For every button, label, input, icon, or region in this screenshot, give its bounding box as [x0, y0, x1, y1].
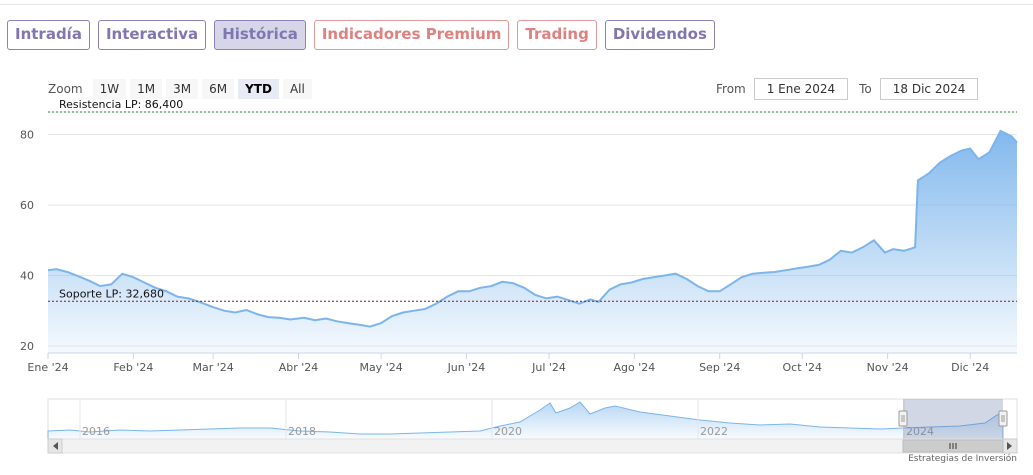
zoom-1w-button[interactable]: 1W — [92, 79, 127, 99]
x-tick-label: Nov '24 — [867, 361, 909, 374]
zoom-3m-button[interactable]: 3M — [166, 79, 199, 99]
y-tick-label: 20 — [20, 340, 34, 353]
x-tick-label: Mar '24 — [193, 361, 234, 374]
price-line — [47, 129, 1018, 328]
navigator-year-label: 2016 — [82, 425, 110, 438]
tab-indicadores-premium[interactable]: Indicadores Premium — [313, 20, 510, 50]
x-tick-label: Jul '24 — [531, 361, 566, 374]
navigator-series — [47, 401, 1004, 440]
navigator-year-label: 2018 — [288, 425, 316, 438]
x-tick-label: Ene '24 — [27, 361, 68, 374]
x-axis-labels: Ene '24 Feb '24 Mar '24 Abr '24 May '24 Jun '… — [27, 361, 989, 374]
tab-dividendos[interactable]: Dividendos — [604, 20, 715, 50]
x-tick-label: Sep '24 — [699, 361, 740, 374]
date-range-inputs: From 1 Ene 2024 To 18 Dic 2024 — [716, 78, 979, 100]
x-tick-label: Abr '24 — [279, 361, 319, 374]
y-tick-label: 60 — [20, 199, 34, 212]
price-area — [48, 131, 1017, 353]
navigator-selected-range[interactable] — [903, 399, 1003, 439]
y-tick-label: 80 — [20, 129, 34, 142]
x-tick-label: May '24 — [359, 361, 402, 374]
chart-tabs: Intradía Interactiva Histórica Indicador… — [7, 20, 715, 50]
x-tick-label: Oct '24 — [783, 361, 823, 374]
zoom-6m-button[interactable]: 6M — [202, 79, 235, 99]
chart-credit[interactable]: Estrategias de Inversión — [908, 454, 1017, 464]
navigator-right-handle[interactable] — [998, 410, 1008, 427]
x-axis-ticks — [47, 353, 971, 359]
from-label: From — [716, 82, 746, 96]
y-axis-labels: 20 40 60 80 — [20, 129, 34, 353]
from-date-input[interactable]: 1 Ene 2024 — [753, 78, 849, 100]
scrollbar[interactable] — [47, 438, 1018, 454]
x-tick-label: Jun '24 — [447, 361, 486, 374]
zoom-all-button[interactable]: All — [282, 79, 312, 99]
resistance-label: Resistencia LP: 86,400 — [59, 98, 183, 111]
tab-historica[interactable]: Histórica — [214, 20, 306, 50]
arrow-right-icon — [1007, 442, 1012, 450]
tab-interactiva[interactable]: Interactiva — [97, 20, 207, 50]
x-tick-label: Feb '24 — [113, 361, 153, 374]
navigator-year-label: 2024 — [906, 425, 934, 438]
plot-lines: Resistencia LP: 86,400 Soporte LP: 32,680 — [48, 98, 1017, 302]
scrollbar-track[interactable] — [47, 438, 1018, 454]
tab-intradia[interactable]: Intradía — [7, 20, 90, 50]
support-label: Soporte LP: 32,680 — [59, 287, 164, 300]
zoom-ytd-button[interactable]: YTD — [238, 79, 279, 99]
navigator-year-label: 2022 — [700, 425, 728, 438]
zoom-label: Zoom — [48, 82, 83, 96]
to-date-input[interactable]: 18 Dic 2024 — [879, 78, 979, 100]
to-label: To — [859, 82, 872, 96]
tab-trading[interactable]: Trading — [517, 20, 597, 50]
x-tick-label: Dic '24 — [951, 361, 989, 374]
navigator-left-handle[interactable] — [898, 410, 908, 427]
x-tick-label: Ago '24 — [613, 361, 655, 374]
zoom-selector: Zoom 1W 1M 3M 6M YTD All — [48, 79, 312, 99]
zoom-1m-button[interactable]: 1M — [130, 79, 163, 99]
top-divider — [0, 4, 1033, 5]
arrow-left-icon — [53, 442, 58, 450]
navigator-labels: 2016 2018 2020 2022 2024 — [79, 399, 934, 439]
navigator[interactable]: 2016 2018 2020 2022 2024 — [47, 398, 1018, 440]
y-tick-label: 40 — [20, 269, 34, 282]
navigator-year-label: 2020 — [494, 425, 522, 438]
